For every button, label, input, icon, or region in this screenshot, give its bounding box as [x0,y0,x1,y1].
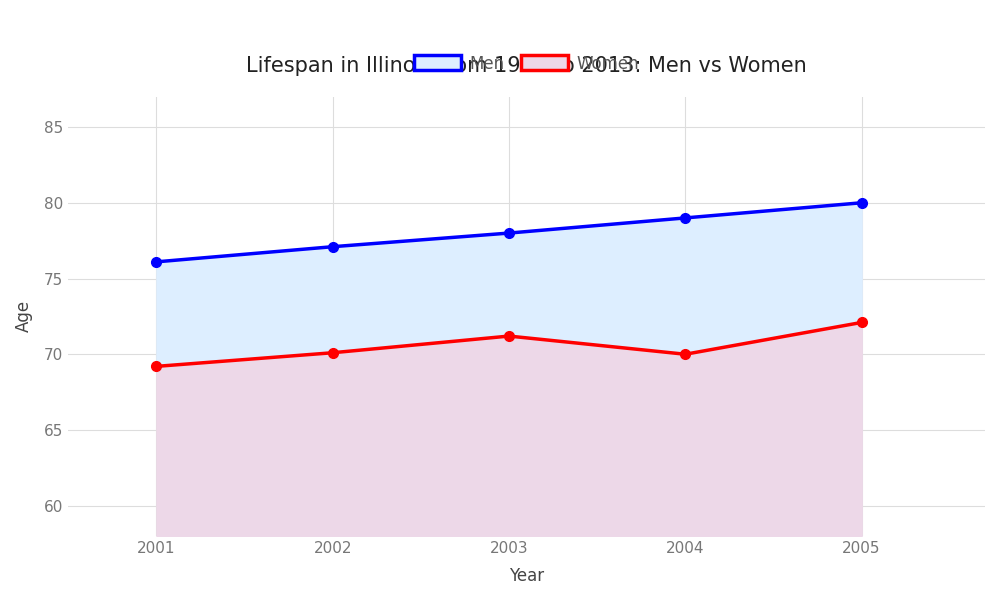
X-axis label: Year: Year [509,567,544,585]
Title: Lifespan in Illinois from 1964 to 2013: Men vs Women: Lifespan in Illinois from 1964 to 2013: … [246,56,807,76]
Y-axis label: Age: Age [15,301,33,332]
Legend: Men, Women: Men, Women [408,48,646,79]
